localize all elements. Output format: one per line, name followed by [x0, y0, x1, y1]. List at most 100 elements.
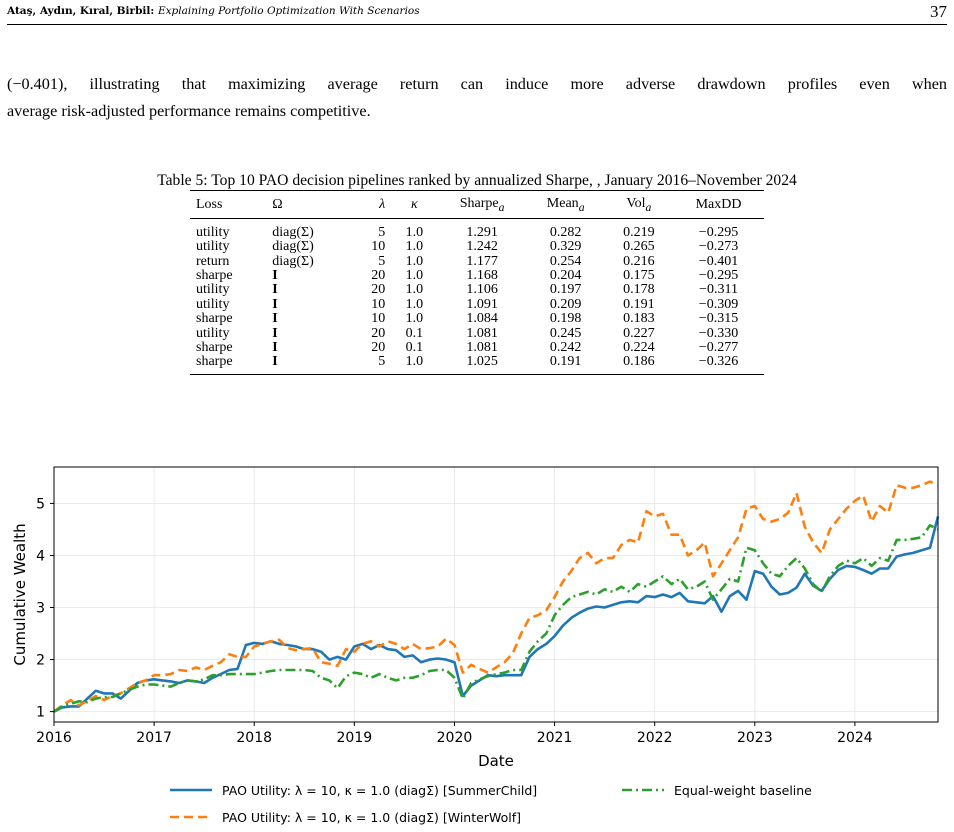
cell-loss: sharpe	[196, 268, 233, 284]
cell-vol: 0.219	[623, 224, 655, 240]
cell-vol: 0.227	[623, 325, 655, 341]
header-title: Explaining Portfolio Optimization With S…	[157, 5, 420, 17]
cell-kappa: 1.0	[405, 224, 424, 240]
table-row: utility I 10 1.0 1.091 0.209 0.191 −0.309	[190, 296, 764, 312]
x-tick-label: 2021	[537, 730, 573, 746]
legend-label-winterwolf: PAO Utility: λ = 10, κ = 1.0 (diagΣ) [Wi…	[222, 809, 521, 825]
body-paragraph: (−0.401), illustrating that maximizing a…	[7, 71, 947, 125]
cell-loss: utility	[196, 325, 230, 341]
cell-vol: 0.186	[604, 355, 674, 375]
cell-maxdd: −0.309	[698, 296, 739, 312]
cell-mean: 0.198	[549, 311, 582, 327]
cell-omega: diag(Σ)	[272, 239, 314, 255]
cell-lambda: 10	[371, 311, 386, 327]
legend-item-baseline: Equal-weight baseline	[622, 780, 812, 800]
cell-kappa: 1.0	[391, 355, 438, 375]
col-lambda: λ	[350, 190, 392, 219]
table-row: sharpe I 10 1.0 1.084 0.198 0.183 −0.315	[190, 311, 764, 327]
header-authors: Ataş, Aydın, Kıral, Birbil: Explaining P…	[7, 5, 420, 17]
cell-vol: 0.224	[623, 340, 655, 356]
table-row: utility diag(Σ) 10 1.0 1.242 0.329 0.265 −0.273	[190, 239, 764, 255]
cell-mean: 0.282	[549, 224, 582, 240]
table-row: sharpe I 20 1.0 1.168 0.204 0.175 −0.295	[190, 268, 764, 284]
cell-omega: I	[272, 282, 278, 298]
table-body: utility diag(Σ) 5 1.0 1.291 0.282 0.219 −0.295 u…	[190, 218, 764, 375]
cell-lambda: 10	[371, 296, 386, 312]
x-tick-label: 2019	[337, 730, 373, 746]
cell-omega: I	[272, 268, 278, 284]
cell-kappa: 1.0	[405, 282, 424, 298]
y-tick-label: 4	[36, 548, 45, 564]
cell-omega: I	[272, 296, 278, 312]
legend-label-baseline: Equal-weight baseline	[674, 782, 812, 798]
cell-loss: utility	[196, 239, 230, 255]
cell-sharpe: 1.291	[466, 224, 498, 240]
cell-kappa: 1.0	[405, 253, 424, 269]
cell-sharpe: 1.106	[466, 282, 498, 298]
cell-kappa: 0.1	[405, 325, 424, 341]
table-row: utility I 20 0.1 1.081 0.245 0.227 −0.330	[190, 325, 764, 341]
cell-lambda: 10	[371, 239, 386, 255]
paragraph-line-1: (−0.401), illustrating that maximizing a…	[7, 75, 947, 93]
legend-item-summerchild: PAO Utility: λ = 10, κ = 1.0 (diagΣ) [Su…	[170, 780, 537, 800]
cell-kappa: 0.1	[405, 340, 424, 356]
col-omega: Ω	[266, 190, 351, 219]
x-tick-label: 2018	[236, 730, 272, 746]
cell-omega: I	[266, 355, 351, 375]
table-row: utility diag(Σ) 5 1.0 1.291 0.282 0.219 −0.295	[190, 218, 764, 240]
cell-vol: 0.265	[623, 239, 655, 255]
cell-kappa: 1.0	[405, 268, 424, 284]
table-row: sharpe I 20 0.1 1.081 0.242 0.224 −0.277	[190, 340, 764, 356]
cell-omega: diag(Σ)	[272, 224, 314, 240]
col-kappa: κ	[391, 190, 438, 219]
cell-maxdd: −0.295	[698, 268, 739, 284]
cell-loss: utility	[196, 224, 230, 240]
x-tick-label: 2023	[737, 730, 773, 746]
cell-kappa: 1.0	[405, 296, 424, 312]
legend-item-winterwolf: PAO Utility: λ = 10, κ = 1.0 (diagΣ) [Wi…	[170, 807, 521, 827]
x-axis-label: Date	[478, 752, 514, 770]
cell-loss: sharpe	[190, 355, 267, 375]
table-row: sharpe I 5 1.0 1.025 0.191 0.186 −0.326	[190, 355, 764, 375]
cell-vol: 0.183	[623, 311, 655, 327]
cell-sharpe: 1.025	[437, 355, 527, 375]
cell-maxdd: −0.273	[698, 239, 739, 255]
cell-lambda: 5	[378, 224, 386, 240]
cell-lambda: 20	[371, 282, 386, 298]
cell-sharpe: 1.081	[466, 340, 498, 356]
cell-omega: I	[272, 311, 278, 327]
table-row: return diag(Σ) 5 1.0 1.177 0.254 0.216 −0.401	[190, 253, 764, 269]
cell-sharpe: 1.177	[466, 253, 498, 269]
cell-loss: utility	[196, 282, 230, 298]
col-mean: Meana	[526, 190, 605, 219]
cell-kappa: 1.0	[405, 311, 424, 327]
x-tick-label: 2017	[136, 730, 172, 746]
col-maxdd: MaxDD	[673, 190, 764, 219]
x-tick-label: 2024	[837, 730, 873, 746]
y-axis-label: Cumulative Wealth	[11, 523, 29, 665]
col-vol: Vola	[604, 190, 674, 219]
table-row: utility I 20 1.0 1.106 0.197 0.178 −0.311	[190, 282, 764, 298]
cell-loss: return	[196, 253, 230, 269]
page-number: 37	[930, 2, 947, 21]
table-header-row: Loss Ω λ κ Sharpea Meana Vola MaxDD	[190, 190, 764, 219]
series-line-1	[53, 480, 939, 713]
y-tick-label: 5	[36, 496, 45, 512]
x-tick-label: 2020	[437, 730, 473, 746]
series-line-2	[53, 523, 939, 713]
cell-vol: 0.175	[623, 268, 655, 284]
cell-vol: 0.178	[623, 282, 655, 298]
cell-sharpe: 1.242	[466, 239, 498, 255]
col-loss: Loss	[190, 190, 267, 219]
x-tick-label: 2016	[36, 730, 72, 746]
cell-maxdd: −0.295	[698, 224, 739, 240]
cell-omega: I	[272, 340, 278, 356]
cell-maxdd: −0.277	[698, 340, 739, 356]
cell-lambda: 5	[378, 253, 386, 269]
cell-mean: 0.245	[549, 325, 582, 341]
series-line-0	[53, 516, 940, 713]
cell-omega: I	[272, 325, 278, 341]
cell-maxdd: −0.311	[699, 282, 738, 298]
cell-mean: 0.197	[549, 282, 582, 298]
x-tick-label: 2022	[637, 730, 673, 746]
